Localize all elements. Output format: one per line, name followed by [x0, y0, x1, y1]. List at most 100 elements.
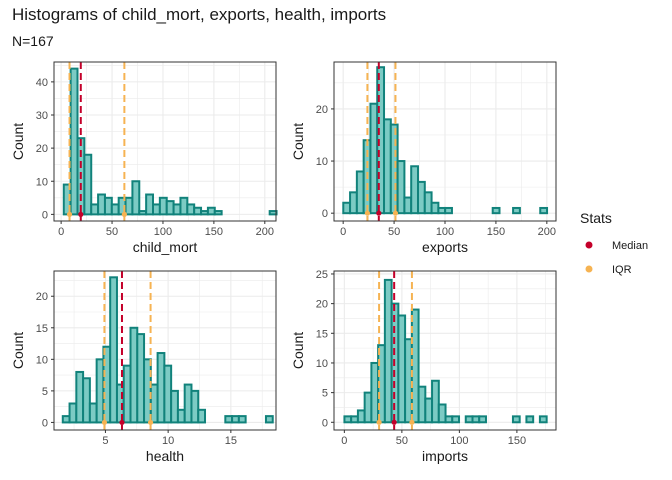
histogram-bar [131, 180, 141, 216]
histogram-bar [389, 123, 399, 215]
histogram-bar [69, 67, 79, 216]
panel-exports: 0 50 100 150 200 0 10 20 exports Count [290, 61, 557, 255]
x-tick-label: 5 [102, 435, 108, 447]
chart-title: Histograms of child_mort, exports, healt… [12, 5, 387, 24]
median-point [78, 211, 84, 217]
histogram-bar [464, 415, 474, 424]
histogram-bar [416, 180, 426, 215]
panel-health: 5 10 15 0 5 10 15 20 health Count [10, 270, 277, 464]
histogram-bar [165, 200, 175, 216]
histogram-bar [143, 358, 152, 424]
x-tick-label: 50 [106, 226, 118, 238]
histogram-bar [158, 196, 168, 216]
y-tick-label: 10 [316, 358, 328, 370]
histogram-bar [430, 201, 440, 215]
x-tick-label: 150 [487, 226, 505, 238]
histogram-bar [183, 383, 193, 424]
histogram-bar [404, 338, 413, 424]
legend-iqr-label: IQR [612, 264, 632, 276]
histogram-bar [268, 210, 278, 216]
histogram-bar [410, 165, 419, 215]
histogram-bar [82, 377, 91, 424]
x-axis-title: health [146, 448, 184, 464]
histogram-bar [511, 415, 521, 424]
legend-median-label: Median [612, 240, 648, 252]
legend-title: Stats [580, 210, 612, 226]
y-tick-label: 20 [316, 104, 328, 116]
histogram-bar [424, 397, 434, 424]
iqr-upper-point [392, 210, 399, 216]
histogram-bar [512, 206, 521, 215]
median-point [376, 210, 382, 216]
histogram-bar [206, 206, 216, 216]
histogram-bar [369, 102, 379, 215]
x-tick-label: 100 [450, 435, 468, 447]
histogram-bar [525, 415, 535, 424]
iqr-upper-point [409, 419, 415, 425]
histogram-bar [186, 203, 196, 216]
histogram-bar [383, 118, 392, 215]
histogram-bar [170, 389, 179, 424]
histogram-bar [451, 415, 461, 424]
panel-child_mort: 0 50 100 150 200 0 10 20 30 40 child_mort Count [10, 61, 278, 255]
histogram-bar [124, 196, 134, 216]
histogram-bar [431, 379, 440, 424]
histogram-bar [176, 408, 186, 424]
histogram-bar [190, 389, 200, 424]
histogram-bar [129, 326, 139, 424]
x-axis-title: child_mort [133, 239, 198, 255]
y-tick-label: 15 [36, 323, 48, 335]
histogram-bar [264, 415, 274, 424]
x-tick-label: 150 [205, 226, 223, 238]
histogram-bar [370, 361, 380, 424]
histogram-bar [423, 191, 433, 215]
legend: Stats Median IQR [580, 210, 648, 276]
histogram-bar [538, 415, 548, 424]
x-tick-label: 200 [256, 226, 274, 238]
y-axis-title: Count [290, 332, 306, 369]
histogram-bar [350, 415, 359, 424]
y-tick-label: 15 [316, 328, 328, 340]
histogram-bar [417, 385, 427, 424]
y-tick-label: 10 [36, 354, 48, 366]
histogram-bar [193, 206, 203, 216]
histogram-bar [109, 276, 118, 424]
histogram-bar [437, 403, 447, 424]
iqr-upper-point [147, 419, 154, 426]
y-tick-label: 5 [42, 386, 48, 398]
histogram-bar [152, 203, 161, 216]
histogram-bar [491, 206, 501, 215]
median-point [391, 419, 397, 425]
x-tick-label: 0 [340, 226, 346, 238]
iqr-lower-point [364, 210, 371, 216]
x-tick-label: 100 [436, 226, 454, 238]
histogram-bar [97, 193, 106, 216]
histogram-bar [68, 402, 78, 424]
histogram-bar [90, 203, 100, 216]
y-tick-label: 5 [322, 388, 328, 400]
y-tick-label: 10 [316, 156, 328, 168]
histogram-bar [61, 415, 71, 424]
panel-border [53, 61, 277, 222]
y-tick-label: 0 [42, 417, 48, 429]
median-point [119, 419, 125, 426]
histogram-bar [224, 415, 234, 424]
x-axis-title: imports [422, 448, 468, 464]
histogram-bar [437, 206, 447, 215]
y-tick-label: 20 [316, 299, 328, 311]
histogram-bar [95, 358, 105, 424]
histogram-bar [179, 196, 189, 216]
legend-median-dot [585, 241, 593, 249]
legend-iqr-dot [585, 265, 593, 273]
histogram-bar [397, 314, 407, 424]
y-tick-label: 10 [36, 176, 48, 188]
iqr-lower-point [101, 419, 108, 426]
panel-border [53, 270, 277, 431]
y-axis-title: Count [10, 332, 26, 369]
y-axis-title: Count [10, 123, 26, 160]
panel-imports: 0 50 100 150 0 5 10 15 20 25 imports Count [290, 269, 557, 464]
x-tick-label: 15 [225, 435, 237, 447]
iqr-lower-point [66, 211, 73, 217]
histogram-bar [122, 364, 132, 424]
